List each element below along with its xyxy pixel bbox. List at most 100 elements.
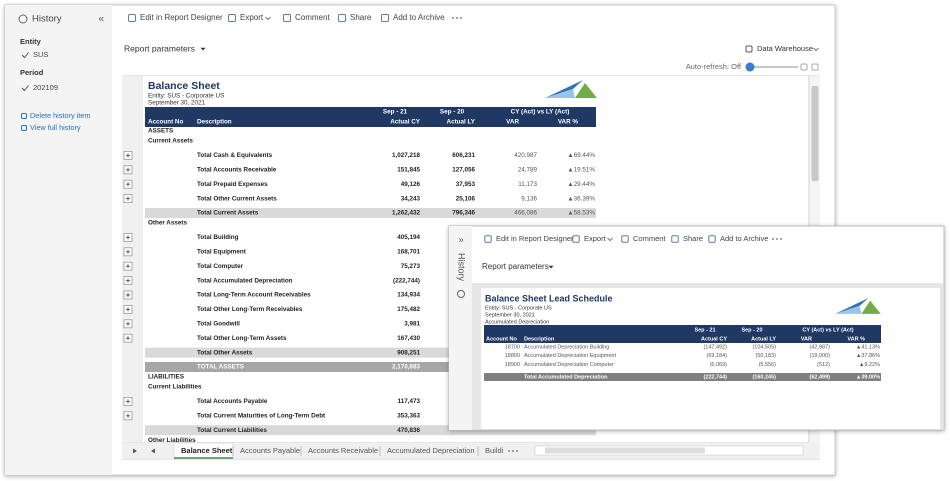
check-icon (21, 52, 29, 59)
toolbar-button[interactable]: Comment (633, 234, 666, 243)
more-dot (508, 450, 510, 452)
logo-blue (545, 80, 583, 98)
cell: 167,430 (397, 335, 420, 342)
line-label: Total Accounts Receivable (197, 166, 277, 173)
cell: (50,183) (756, 353, 777, 359)
toolbar-button[interactable]: Share (683, 234, 703, 243)
line-label: Total Building (197, 234, 239, 241)
icon (128, 14, 136, 22)
more-dot (780, 238, 782, 240)
line-label: Total Current Maturities of Long-Term De… (197, 412, 326, 419)
cell: (62,499) (810, 374, 831, 380)
icon (484, 235, 492, 243)
subtotal-band (145, 347, 596, 358)
toolbar-button[interactable]: Export (584, 234, 607, 243)
toggle-knob[interactable] (745, 62, 755, 72)
clock-icon (457, 290, 465, 298)
cell: 405,194 (397, 234, 420, 241)
total-band (484, 373, 881, 381)
toolbar-button[interactable]: Edit in Report Designer (496, 234, 574, 243)
cell: 470,836 (397, 427, 420, 434)
data-source[interactable]: Data Warehouse (757, 44, 813, 53)
sheet-tab[interactable]: Accumulated Depreciation (387, 446, 475, 455)
row-gutter (122, 76, 143, 442)
subheading-label: Current Liabilities (148, 384, 202, 391)
plus-icon (126, 399, 130, 404)
account-no: 18800 (505, 353, 520, 359)
icon (283, 14, 291, 22)
sheet-tab[interactable]: Balance Sheet (181, 446, 233, 455)
period-value: 202109 (33, 83, 58, 92)
total-label: TOTAL ASSETS (197, 364, 244, 371)
sheet-tab[interactable]: Accounts Payable (240, 446, 300, 455)
icon (811, 63, 819, 71)
cell: 9,136 (521, 195, 537, 202)
sheet-tab[interactable]: Accounts Receivable (308, 446, 378, 455)
cell: 25,106 (456, 195, 476, 202)
column-header: VAR % (558, 119, 579, 126)
cell: ▲69.44% (567, 152, 595, 159)
collapse-button[interactable]: « (98, 14, 104, 25)
toolbar-button[interactable]: Export (240, 13, 264, 22)
column-header: VAR % (847, 336, 865, 342)
report-entity: Entity: SUS - Corporate US (148, 93, 224, 100)
toolbar-button[interactable]: Add to Archive (393, 13, 445, 22)
side-label: History (457, 253, 467, 282)
cell: ▲41.13% (856, 344, 880, 350)
subheading-label: Other Liabilities (148, 437, 196, 444)
line-label: Total Prepaid Expenses (197, 181, 268, 188)
description: Accumulated Depreciation Building (524, 344, 609, 350)
scrollbar-thumb[interactable] (811, 86, 819, 181)
expand-button[interactable]: » (458, 234, 463, 244)
column-header: Actual LY (751, 336, 776, 342)
more-dot (456, 17, 458, 19)
line-label: Total Accumulated Depreciation (197, 277, 293, 284)
report-parameters[interactable]: Report parameters (482, 262, 549, 271)
cell: ▲19.51% (567, 166, 595, 173)
more-dot (776, 238, 778, 240)
plus-icon (126, 153, 130, 158)
column-header: Actual CY (701, 336, 727, 342)
account-no: 18700 (505, 344, 520, 350)
subheading-label: Current Assets (148, 138, 193, 145)
logo-green (861, 300, 881, 314)
dropdown-caret (813, 47, 819, 52)
toolbar-button[interactable]: Edit in Report Designer (140, 13, 223, 22)
plus-icon (126, 321, 130, 326)
cell: 466,086 (514, 210, 537, 217)
history-action[interactable]: View full history (30, 123, 81, 132)
cell: (512) (817, 362, 830, 368)
plus-icon (126, 264, 130, 269)
cell: 908,251 (397, 349, 420, 356)
cell: 796,346 (452, 210, 475, 217)
history-action[interactable]: Delete history item (30, 111, 90, 120)
more-dot (452, 17, 454, 19)
cell: 1,262,432 (392, 210, 421, 217)
cell: 151,845 (397, 166, 420, 173)
total-band (145, 362, 596, 372)
cell: 127,056 (452, 166, 475, 173)
toolbar-button[interactable]: Add to Archive (720, 234, 768, 243)
auto-refresh-label: Auto-refresh: Off (686, 62, 742, 71)
cell: (19,000) (810, 353, 831, 359)
subtotal-label: Total Other Assets (197, 349, 253, 356)
icon (745, 45, 753, 53)
plus-icon (126, 293, 130, 297)
column-header: Description (524, 336, 555, 342)
toolbar-button[interactable]: Comment (295, 13, 330, 22)
icon (572, 235, 580, 243)
logo-green (575, 83, 597, 98)
sheet-tab[interactable]: Buildi (485, 446, 504, 455)
toolbar-button[interactable]: Share (350, 13, 372, 22)
plus-icon (126, 307, 130, 312)
report-parameters[interactable]: Report parameters (124, 43, 195, 53)
line-label: Total Long-Term Account Receivables (197, 292, 311, 299)
dropdown-caret (200, 47, 206, 51)
cell: (42,987) (810, 344, 831, 350)
line-label: Total Goodwill (197, 320, 240, 327)
cell: (5,556) (759, 362, 777, 368)
icon (800, 63, 808, 71)
check-icon (21, 85, 29, 92)
h-scrollbar-thumb[interactable] (545, 447, 705, 454)
column-header: Account No (148, 119, 183, 126)
